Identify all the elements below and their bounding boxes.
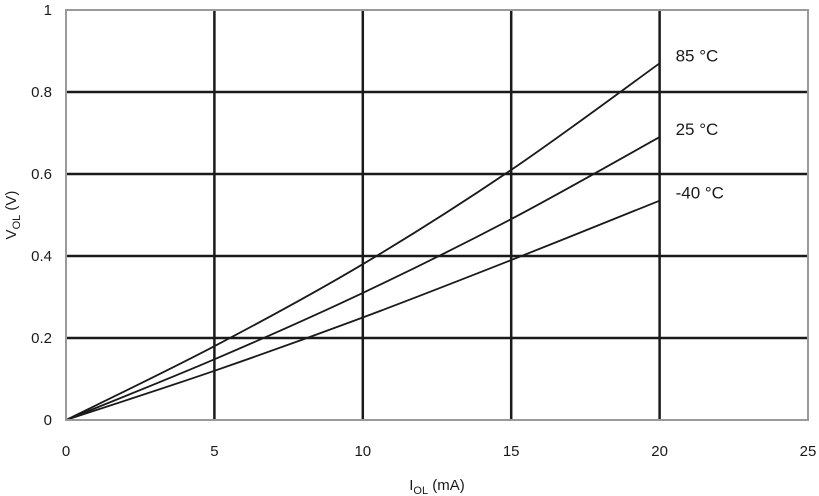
y-axis-title-main: V (3, 229, 20, 239)
x-tick-label: 5 (210, 443, 218, 460)
y-tick-label: 1 (44, 2, 52, 19)
series-line (65, 199, 660, 421)
x-tick-label: 0 (62, 443, 70, 460)
vertical-gridlines (213, 10, 661, 420)
y-tick-label: 0 (44, 412, 52, 429)
y-tick-label: 0.4 (31, 248, 52, 265)
y-axis-title-sub: OL (11, 215, 23, 230)
y-tick-label: 0.8 (31, 84, 52, 101)
y-tick-label: 0.2 (31, 330, 52, 347)
x-axis-title-unit: (mA) (428, 477, 465, 494)
x-tick-label: 25 (800, 443, 817, 460)
series-labels: 85 °C 25 °C -40 °C (676, 46, 724, 202)
y-tick-labels: 0 0.2 0.4 0.6 0.8 1 (31, 2, 52, 429)
series-lines (65, 62, 661, 421)
x-axis-title: IOL (mA) (409, 477, 465, 496)
series-label: 25 °C (676, 120, 719, 139)
series-line (65, 136, 661, 421)
plot-frame (65, 9, 809, 421)
x-axis-title-main: I (409, 477, 413, 494)
x-tick-labels: 0 5 10 15 20 25 (62, 443, 817, 460)
x-tick-label: 20 (651, 443, 668, 460)
y-axis-title-unit: (V) (3, 191, 20, 215)
x-tick-label: 15 (503, 443, 520, 460)
x-tick-label: 10 (354, 443, 371, 460)
series-label: -40 °C (676, 184, 724, 203)
y-axis-title: VOL (V) (3, 191, 23, 240)
y-tick-label: 0.6 (31, 166, 52, 183)
series-line (65, 62, 661, 421)
series-label: 85 °C (676, 46, 719, 65)
x-axis-title-sub: OL (413, 485, 428, 496)
